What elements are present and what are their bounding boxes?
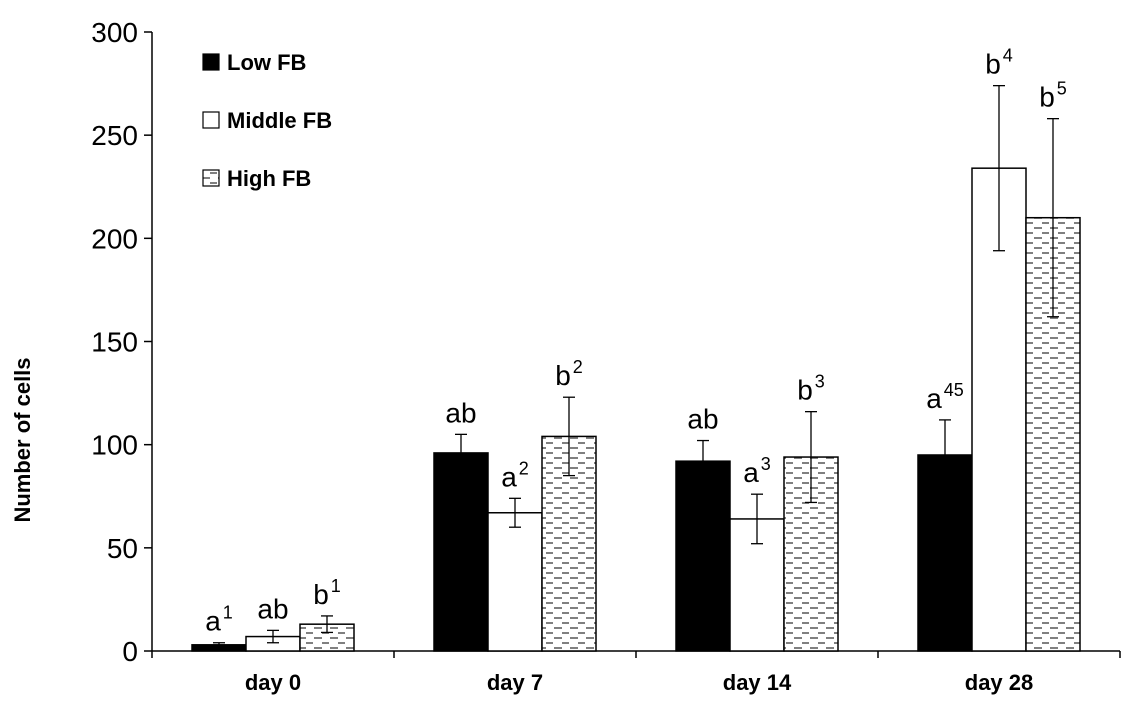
significance-label: ab bbox=[257, 593, 288, 624]
significance-annotations: a 1 ab b 1 ab a 2 b 2 ab a 3 b 3 a 45 b 4 b 5 bbox=[205, 46, 1067, 637]
y-tick-label: 100 bbox=[91, 430, 138, 461]
x-tick-label: day 0 bbox=[245, 670, 301, 695]
significance-label: a 45 bbox=[926, 380, 964, 414]
y-tick-label: 0 bbox=[122, 636, 138, 667]
error-bars bbox=[213, 84, 1059, 648]
y-tick-label: 50 bbox=[107, 533, 138, 564]
y-tick-label: 150 bbox=[91, 327, 138, 358]
significance-label: ab bbox=[445, 397, 476, 428]
x-tick-label: day 7 bbox=[487, 670, 543, 695]
legend-label: Low FB bbox=[227, 50, 306, 75]
y-tick-label: 300 bbox=[91, 17, 138, 48]
x-tick-label: day 28 bbox=[965, 670, 1034, 695]
legend-swatch bbox=[202, 53, 220, 71]
bar bbox=[433, 452, 489, 652]
significance-label: ab bbox=[687, 404, 718, 435]
y-tick-label: 200 bbox=[91, 223, 138, 254]
legend-swatch bbox=[202, 169, 220, 187]
x-tick-label: day 14 bbox=[723, 670, 792, 695]
y-axis-label: Number of cells bbox=[10, 357, 35, 522]
legend-label: Middle FB bbox=[227, 108, 332, 133]
legend-label: High FB bbox=[227, 166, 311, 191]
axes: 0 50 100 150 200 250 300 day 0 day 7 day 14 day 28 bbox=[91, 17, 1121, 695]
legend: Low FB Middle FB High FB bbox=[202, 50, 332, 191]
bar bbox=[675, 460, 731, 652]
bar bbox=[487, 512, 543, 652]
legend-swatch bbox=[202, 111, 220, 129]
y-tick-label: 250 bbox=[91, 120, 138, 151]
